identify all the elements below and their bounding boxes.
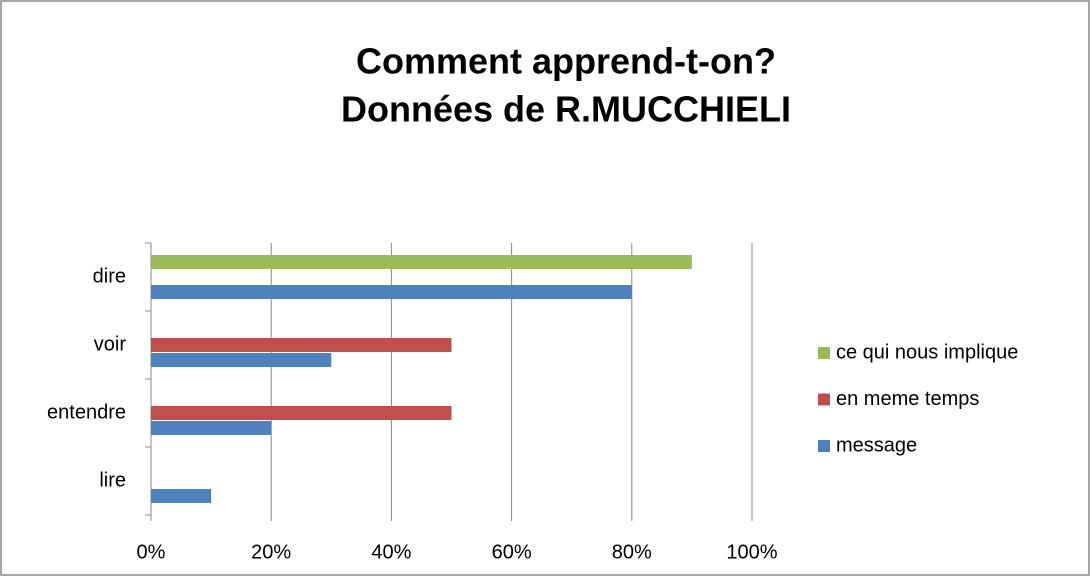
legend-label: ce qui nous implique [836, 341, 1018, 363]
legend-label: message [836, 434, 917, 456]
legend-swatch [818, 393, 830, 406]
y-tick-label: voir [94, 333, 127, 355]
bar [151, 353, 332, 367]
chart-title: Comment apprend-t-on? [356, 41, 776, 82]
bar [151, 421, 272, 435]
x-tick-label: 0% [137, 541, 166, 563]
legend-swatch [818, 347, 830, 359]
bar [151, 255, 692, 269]
y-tick-label: lire [99, 469, 126, 491]
x-tick-label: 80% [612, 541, 652, 563]
x-tick-label: 60% [492, 541, 532, 563]
y-tick-label: entendre [47, 401, 126, 423]
x-tick-label: 100% [726, 541, 777, 563]
legend-label: en meme temps [836, 388, 979, 410]
x-tick-label: 40% [371, 541, 411, 563]
bar [151, 285, 632, 299]
bar [151, 338, 452, 352]
y-tick-label: dire [93, 265, 126, 287]
x-tick-label: 20% [251, 541, 291, 563]
chart-title: Données de R.MUCCHIELI [341, 89, 791, 130]
legend-swatch [818, 440, 830, 452]
bar [151, 406, 452, 420]
bar [151, 489, 212, 503]
